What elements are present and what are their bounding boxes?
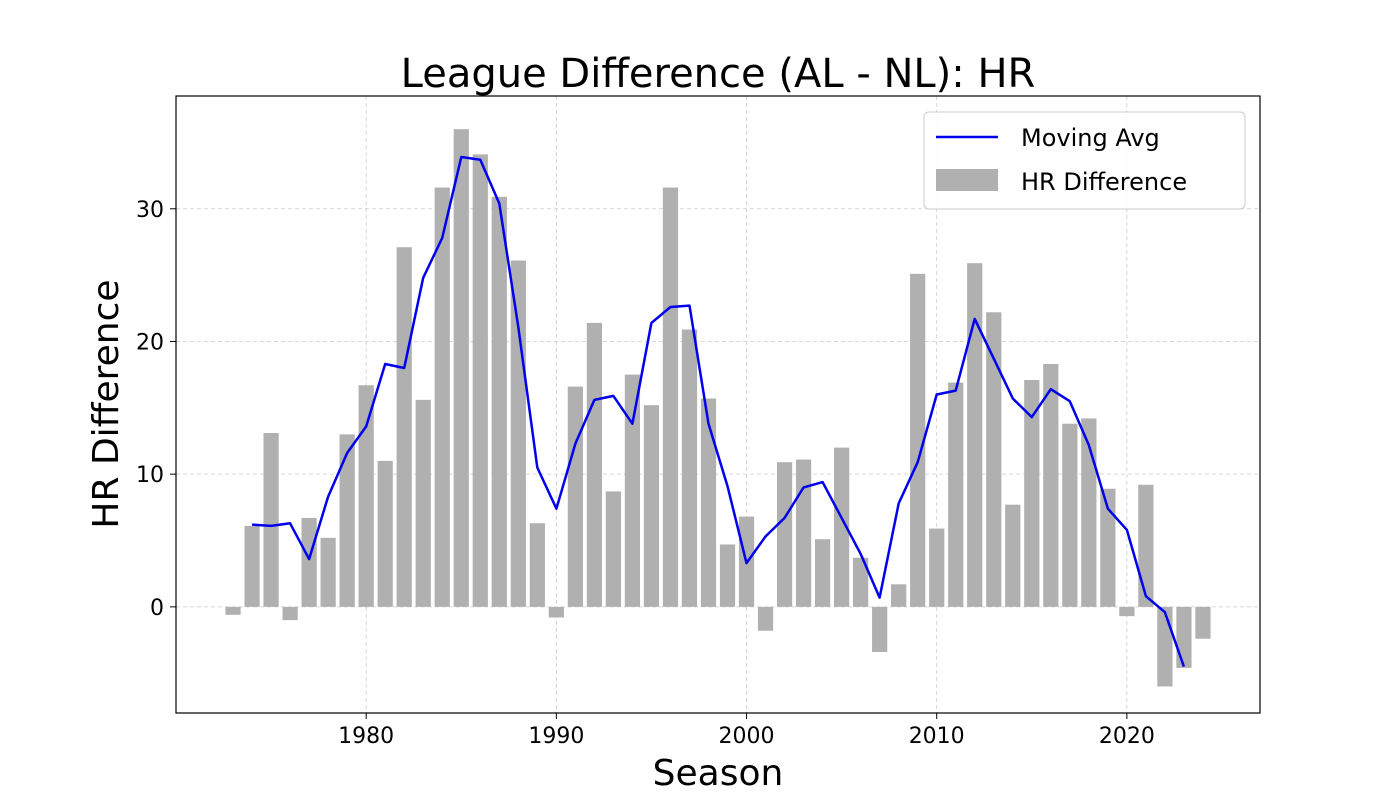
bar [624,374,641,607]
bar [1157,606,1173,687]
moving-average [252,155,1186,668]
legend-bar-swatch [936,169,998,191]
x-tick-label: 1990 [528,724,584,749]
x-axis-ticks: 1980 1990 2000 2010 2020 [338,713,1155,749]
bar [929,528,945,607]
bar [1081,418,1097,607]
bars [225,129,1211,687]
bar [1119,606,1135,617]
bar [301,517,317,607]
bar [358,385,374,607]
bar [453,129,469,607]
legend-box [923,111,1246,210]
y-tick-label: 20 [136,330,164,355]
bar [814,539,831,607]
legend-label-moving-avg: Moving Avg [1021,124,1160,152]
bar [491,196,507,607]
bar [548,606,564,618]
x-tick-label: 2000 [719,724,775,749]
bar [795,459,812,607]
bar [891,584,907,607]
bar [244,525,260,607]
legend: Moving Avg HR Difference [923,111,1246,210]
bar [757,606,774,631]
bar [1062,423,1078,607]
bar [1176,606,1192,668]
bar [339,434,355,607]
bar [1100,488,1116,607]
x-axis-label: Season [653,753,784,794]
x-tick-label: 1980 [338,724,394,749]
bar [282,606,298,621]
bar [1195,606,1211,639]
bar [643,405,660,607]
bar [1138,484,1154,607]
bar [872,606,888,652]
y-axis-ticks: 0 10 20 30 [136,198,176,621]
bar [320,537,336,607]
bar [986,312,1002,607]
y-axis-label: HR Difference [86,279,127,528]
legend-label-hr-difference: HR Difference [1021,168,1187,196]
bar [662,187,679,607]
x-tick-label: 2010 [909,724,965,749]
bar [719,544,736,607]
bar [1024,379,1040,607]
bar [967,263,983,607]
bar [529,523,545,607]
bar [472,154,488,607]
y-tick-label: 0 [150,596,164,621]
y-tick-label: 30 [136,198,164,223]
y-tick-label: 10 [136,463,164,488]
bar [396,247,412,607]
bar [834,447,850,607]
bar [567,386,583,607]
bar [1043,364,1059,607]
bar [377,460,393,607]
moving-avg-line [252,155,1186,668]
bar [586,322,602,607]
bar [434,187,450,607]
bar [1005,504,1021,607]
bar [510,260,526,607]
bar [948,382,964,607]
bar [415,399,431,607]
bar [910,273,926,607]
bar [225,606,241,615]
x-tick-label: 2020 [1099,724,1155,749]
chart-title: League Difference (AL - NL): HR [401,51,1036,97]
bar [700,398,717,607]
bar [681,329,698,607]
plot-frame [175,95,1261,714]
bar [776,462,793,607]
bar [853,557,869,607]
bar [605,491,622,607]
bar [263,433,279,607]
